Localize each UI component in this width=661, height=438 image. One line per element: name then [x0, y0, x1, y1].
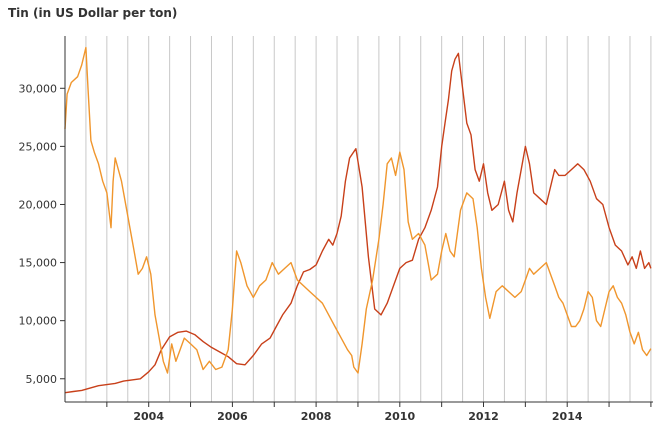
- series-line-2: [64, 46, 652, 374]
- series-line-1: [64, 52, 652, 394]
- y-tick-label: 25,000: [19, 140, 58, 153]
- y-tick-label: 5,000: [26, 373, 58, 386]
- x-tick-label: 2010: [384, 410, 415, 423]
- y-tick-label: 10,000: [19, 315, 58, 328]
- x-tick-label: 2014: [552, 410, 583, 423]
- x-tick-label: 2004: [133, 410, 164, 423]
- chart-title: Tin (in US Dollar per ton): [8, 6, 178, 20]
- y-tick-label: 15,000: [19, 257, 58, 270]
- grid-lines: [85, 36, 652, 402]
- x-tick-label: 2012: [468, 410, 499, 423]
- x-tick-label: 2008: [301, 410, 332, 423]
- y-tick-label: 30,000: [19, 82, 58, 95]
- x-tick-label: 2006: [217, 410, 248, 423]
- y-tick-label: 20,000: [19, 198, 58, 211]
